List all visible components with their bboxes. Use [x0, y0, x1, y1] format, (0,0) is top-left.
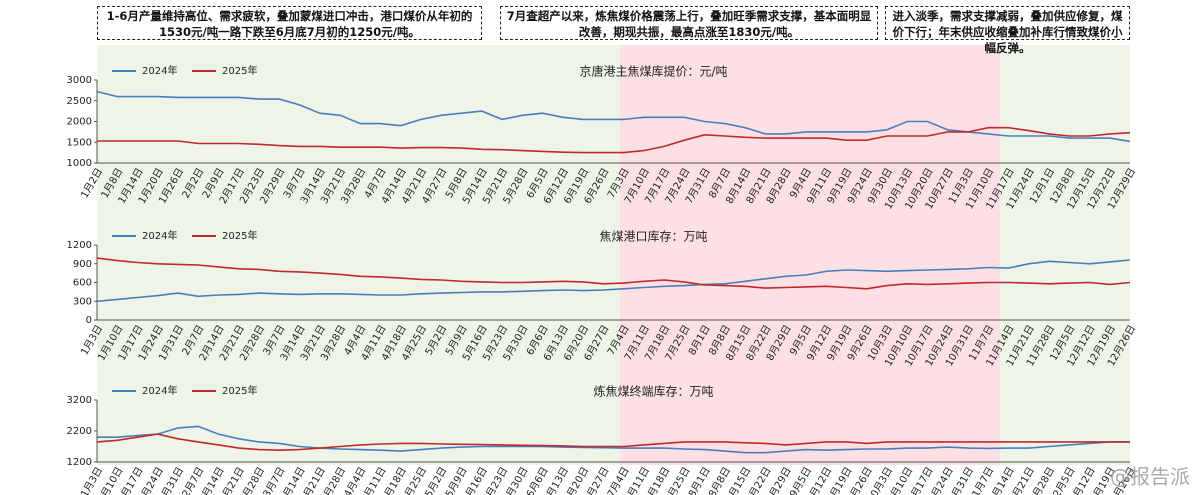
chart-title: 炼焦煤终端库存：万吨 — [593, 384, 713, 399]
y-tick-label: 2000 — [67, 117, 92, 128]
phase-bg — [620, 45, 1000, 465]
line-series — [97, 126, 1131, 154]
legend-label: 2025年 — [222, 64, 257, 77]
y-tick-label: 2200 — [67, 426, 92, 437]
legend-label: 2024年 — [142, 229, 177, 242]
chart-title: 京唐港主焦煤库提价：元/吨 — [579, 64, 727, 79]
y-tick-label: 1000 — [67, 158, 92, 169]
y-tick-label: 2500 — [67, 96, 92, 107]
line-series — [96, 259, 1131, 303]
annotation: 进入淡季，需求支撑减弱，叠加供应修复，煤价下行；年末供应收缩叠加补库行情致煤价小… — [885, 6, 1130, 55]
legend-label: 2024年 — [142, 384, 177, 397]
legend-label: 2025年 — [222, 229, 257, 242]
y-tick-label: 900 — [73, 259, 92, 270]
phase-bg — [1000, 45, 1130, 465]
watermark: @报告派 — [1110, 465, 1190, 489]
y-tick-label: 3000 — [67, 75, 92, 86]
annotation: 7月查超产以来，炼焦煤价格震荡上行，叠加旺季需求支撑，基本面明显改善，期现共振，… — [500, 6, 878, 40]
y-tick-label: 1200 — [67, 457, 92, 468]
line-series — [97, 425, 1130, 454]
legend-label: 2025年 — [222, 384, 257, 397]
y-tick-label: 0 — [86, 315, 92, 326]
legend-label: 2024年 — [142, 64, 177, 77]
y-tick-label: 600 — [73, 278, 92, 289]
line-series — [96, 90, 1131, 143]
y-tick-label: 3200 — [67, 395, 92, 406]
y-tick-label: 1200 — [67, 240, 92, 251]
chart-title: 焦煤港口库存：万吨 — [599, 229, 707, 244]
phase-bg — [97, 45, 620, 465]
y-tick-label: 1500 — [67, 137, 92, 148]
line-series — [96, 433, 1130, 452]
annotation: 1-6月产量维持高位、需求疲软，叠加蒙煤进口冲击，港口煤价从年初的1530元/吨… — [97, 6, 482, 40]
line-series — [96, 257, 1131, 290]
y-tick-label: 300 — [73, 296, 92, 307]
